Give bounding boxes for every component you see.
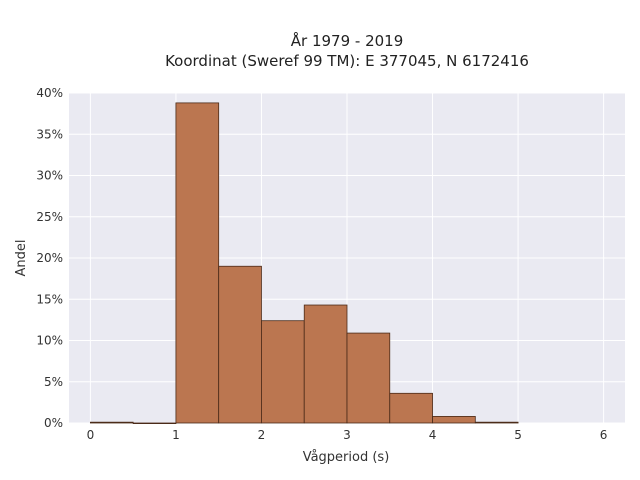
y-tick-label: 0% xyxy=(44,416,63,430)
x-tick-label: 1 xyxy=(172,428,180,442)
histogram-bar xyxy=(303,304,348,424)
chart-title-line-2: Koordinat (Sweref 99 TM): E 377045, N 61… xyxy=(165,52,529,70)
x-tick-label: 3 xyxy=(343,428,351,442)
histogram-bar xyxy=(474,421,519,424)
x-tick-label: 5 xyxy=(514,428,522,442)
x-tick-labels: 0 1 2 3 4 5 6 xyxy=(87,428,608,442)
y-tick-label: 25% xyxy=(36,210,63,224)
y-tick-label: 20% xyxy=(36,251,63,265)
y-tick-label: 10% xyxy=(36,334,63,348)
y-tick-label: 35% xyxy=(36,127,63,141)
y-axis-label: Andel xyxy=(14,240,29,277)
histogram-bar xyxy=(389,392,433,424)
histogram-bar xyxy=(261,320,305,424)
y-tick-label: 30% xyxy=(36,169,63,183)
x-tick-label: 4 xyxy=(429,428,437,442)
y-tick-label: 15% xyxy=(36,292,63,306)
y-tick-labels: 0% 5% 10% 15% 20% 25% 30% 35% 40% xyxy=(36,86,63,430)
chart-title-line-1: År 1979 - 2019 xyxy=(291,31,404,50)
histogram-bar xyxy=(175,102,220,424)
histogram-bar xyxy=(132,422,177,425)
x-tick-label: 0 xyxy=(87,428,95,442)
histogram-bar xyxy=(218,265,262,424)
histogram-bar xyxy=(346,332,391,424)
histogram-bar xyxy=(89,421,134,424)
x-axis-label: Vågperiod (s) xyxy=(303,450,390,465)
histogram-bar xyxy=(432,415,476,424)
y-tick-label: 40% xyxy=(36,86,63,100)
bars xyxy=(89,102,519,425)
y-tick-label: 5% xyxy=(44,375,63,389)
x-tick-label: 2 xyxy=(258,428,266,442)
x-tick-label: 6 xyxy=(600,428,608,442)
